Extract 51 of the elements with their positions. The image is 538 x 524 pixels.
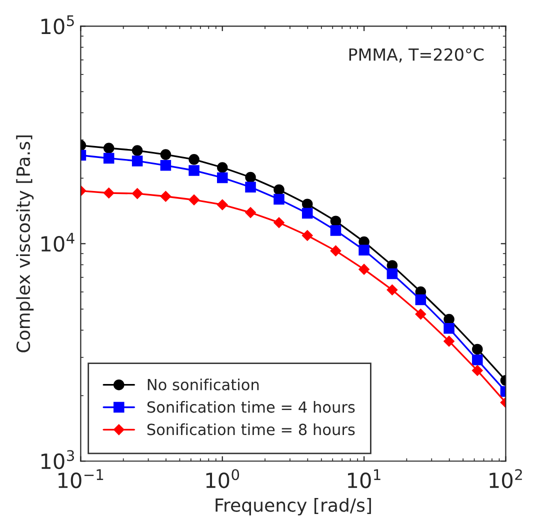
- point: [216, 172, 228, 184]
- point: [132, 156, 143, 166]
- point: [103, 188, 114, 198]
- point: [216, 199, 228, 210]
- x-tick-label: 10$^{0}$: [206, 469, 240, 488]
- point: [103, 142, 114, 154]
- point: [330, 225, 342, 236]
- point: [245, 172, 256, 183]
- x-tick-label: 10$^{−1}$: [58, 469, 104, 488]
- point: [132, 188, 143, 199]
- point: [330, 216, 342, 226]
- point: [132, 145, 143, 156]
- legend-label: Sonification time = 8 hours: [147, 423, 355, 436]
- point: [302, 230, 313, 241]
- point: [216, 162, 228, 173]
- point: [274, 194, 284, 205]
- point: [160, 149, 172, 160]
- point: [472, 365, 483, 376]
- annotation: PMMA, T=220°C: [349, 48, 484, 63]
- point: [358, 264, 370, 275]
- y-tick-label: 10$^{5}$: [41, 15, 74, 34]
- point: [386, 268, 398, 280]
- point: [188, 194, 200, 206]
- point: [245, 182, 256, 192]
- x-tick-label: 10$^{1}$: [348, 469, 380, 488]
- point: [330, 245, 342, 256]
- point: [103, 152, 114, 164]
- point: [472, 344, 483, 355]
- point: [302, 208, 313, 219]
- point: [472, 354, 483, 366]
- point: [302, 198, 313, 210]
- point: [274, 217, 284, 228]
- point: [160, 190, 172, 202]
- point: [444, 336, 454, 347]
- x-axis-title: Frequency [rad/s]: [216, 498, 371, 516]
- y-tick-label: 10$^{4}$: [41, 232, 74, 252]
- legend-label: No sonification: [148, 378, 259, 390]
- point: [274, 184, 284, 196]
- y-tick-label: 10$^{3}$: [41, 450, 74, 470]
- point: [188, 165, 200, 176]
- y-axis-title: Complex viscosity [Pa.s]: [16, 136, 34, 352]
- legend-label: Sonification time = 4 hours: [147, 400, 355, 413]
- point: [415, 294, 426, 306]
- point: [188, 154, 200, 165]
- point: [358, 244, 370, 256]
- point: [444, 322, 454, 334]
- x-tick-label: 10$^{2}$: [490, 469, 522, 488]
- point: [245, 207, 256, 218]
- point: [386, 284, 398, 296]
- point: [160, 160, 172, 171]
- point: [415, 308, 426, 320]
